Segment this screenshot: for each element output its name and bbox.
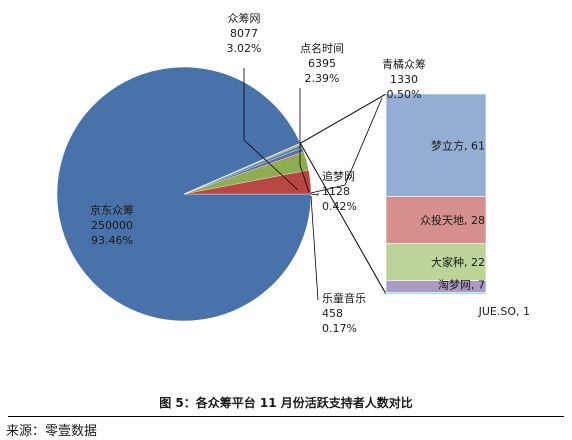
connector-top xyxy=(300,93,387,144)
pie-label-2: 众筹网 8077 3.02% xyxy=(227,11,262,55)
connector-bottom xyxy=(300,143,387,295)
bar-label-3: 大家种, 22 xyxy=(431,255,485,269)
pie-label-line: 250000 xyxy=(91,219,133,232)
leader-lines xyxy=(243,68,387,301)
leader-line-3 xyxy=(299,88,310,193)
leader-line-6 xyxy=(310,195,319,301)
pie-label-line: 3.02% xyxy=(227,42,262,55)
bar-segment-5 xyxy=(385,292,487,295)
pie-label-line: 0.42% xyxy=(322,200,357,213)
pie-label-4: 青橘众筹 1330 0.50% xyxy=(382,57,426,101)
pie-label-5: 追梦网 1128 0.42% xyxy=(322,169,357,213)
source-note: 来源：零壹数据 xyxy=(6,424,98,439)
pie-label-line: 青橘众筹 xyxy=(382,57,426,71)
pie-label-line: 458 xyxy=(322,307,343,320)
bar-label-4: 淘梦网, 7 xyxy=(438,278,485,291)
leader-line-5 xyxy=(310,193,319,196)
pie-label-line: 6395 xyxy=(308,57,336,70)
divider-line xyxy=(8,416,564,417)
pie-label-line: 众筹网 xyxy=(228,11,261,25)
data-labels: 京东众筹 250000 93.46% 众筹网 8077 3.02% 点名时间 6395 2.39… xyxy=(90,11,530,335)
pie xyxy=(56,66,312,322)
bar-label-2: 众投天地, 28 xyxy=(420,213,485,227)
pie-label-line: 点名时间 xyxy=(300,41,344,55)
leader-line-2 xyxy=(243,68,299,191)
pie-label-line: 2.39% xyxy=(305,72,340,85)
bar-of-pie-chart: 京东众筹 250000 93.46% 众筹网 8077 3.02% 点名时间 6395 2.39… xyxy=(56,11,530,335)
figure-caption: 图 5：各众筹平台 11 月份活跃支持者人数对比 xyxy=(159,396,413,410)
pie-label-line: 京东众筹 xyxy=(90,203,134,217)
pie-label-6: 乐童音乐 458 0.17% xyxy=(322,291,366,335)
pie-slice-6 xyxy=(183,143,301,195)
pie-label-line: 乐童音乐 xyxy=(322,291,366,305)
bar-label-5: JUE.SO, 1 xyxy=(478,305,530,318)
pie-label-1: 京东众筹 250000 93.46% xyxy=(90,203,134,247)
pie-label-line: 1330 xyxy=(390,73,418,86)
pie-label-line: 追梦网 xyxy=(322,169,355,183)
bar-segment-3 xyxy=(385,243,487,281)
bar-label-1: 梦立方, 61 xyxy=(431,138,485,152)
pie-label-line: 1128 xyxy=(322,185,350,198)
pie-label-line: 0.17% xyxy=(322,322,357,335)
pie-label-line: 0.50% xyxy=(387,88,422,101)
stacked-bar xyxy=(385,93,487,295)
pie-label-line: 8077 xyxy=(230,27,258,40)
leader-line-4 xyxy=(310,97,383,194)
pie-label-3: 点名时间 6395 2.39% xyxy=(300,41,344,85)
pie-label-line: 93.46% xyxy=(91,234,133,247)
